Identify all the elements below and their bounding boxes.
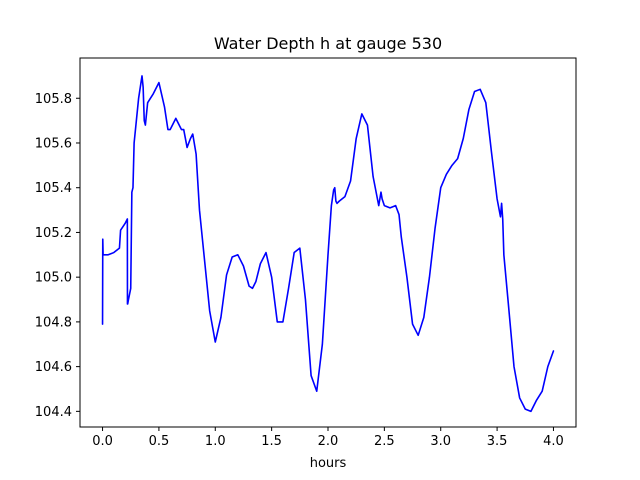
- y-tick-label: 104.8: [35, 315, 72, 330]
- y-tick-label: 105.8: [35, 92, 72, 107]
- series-line-0: [101, 75, 555, 413]
- chart-title: Water Depth h at gauge 530: [214, 34, 442, 53]
- x-tick-label: 3.5: [487, 434, 508, 449]
- x-tick-label: 3.0: [430, 434, 451, 449]
- y-tick-label: 105.2: [35, 226, 72, 241]
- y-tick-label: 104.4: [35, 405, 72, 420]
- y-tick-label: 104.6: [35, 360, 72, 375]
- x-axis-label: hours: [310, 456, 347, 471]
- x-tick-label: 1.0: [205, 434, 226, 449]
- y-tick-label: 105.6: [35, 136, 72, 151]
- x-tick-label: 0.0: [92, 434, 113, 449]
- y-axis-ticks: 104.4 104.6 104.8 105.0 105.2 105.4 105.6 105.8: [35, 92, 80, 420]
- y-tick-label: 105.4: [35, 181, 72, 196]
- x-tick-label: 2.5: [374, 434, 395, 449]
- plot-frame: [79, 57, 577, 428]
- x-tick-label: 4.0: [543, 434, 564, 449]
- x-axis-ticks: 0.0 0.5 1.0 1.5 2.0 2.5 3.0 3.5 4.0: [92, 427, 564, 449]
- x-tick-label: 1.5: [261, 434, 282, 449]
- y-tick-label: 105.0: [35, 271, 72, 286]
- x-tick-label: 2.0: [318, 434, 339, 449]
- x-tick-label: 0.5: [149, 434, 170, 449]
- plot-series: [101, 75, 555, 413]
